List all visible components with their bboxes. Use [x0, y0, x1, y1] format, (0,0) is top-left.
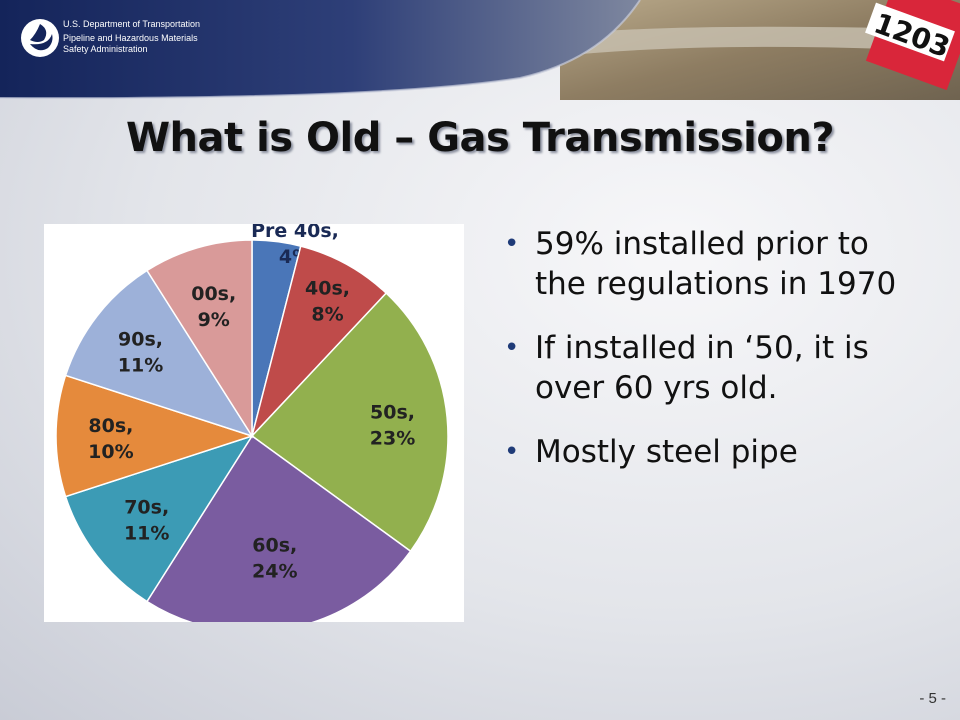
bullet-text: If installed in ‘50, it is over 60 yrs o… — [535, 330, 869, 406]
dot-logo — [21, 19, 59, 57]
pie-label-category: 60s, — [252, 534, 297, 556]
pie-slice-70s — [64, 434, 254, 603]
pie-label-category: 50s, — [370, 402, 415, 424]
agency-name: U.S. Department of Transportation Pipeli… — [63, 17, 200, 56]
agency-line-1: U.S. Department of Transportation — [63, 19, 201, 29]
pie-slice-40s — [251, 245, 388, 437]
pie-label-value: 11% — [118, 355, 163, 377]
bullet-text: 59% installed prior to the regulations i… — [535, 226, 897, 302]
pie-label-value: 24% — [252, 560, 297, 582]
hazmat-placard-icon: 1203 — [865, 0, 960, 91]
bullet-text: Mostly steel pipe — [535, 434, 798, 470]
pie-label-value: 11% — [124, 523, 169, 545]
pipe-image — [560, 26, 960, 56]
pie-label-value: 23% — [370, 428, 415, 450]
bullet-item: • Mostly steel pipe — [502, 432, 922, 472]
pie-label-category: 00s, — [191, 283, 236, 305]
pie-label-category: 40s, — [305, 278, 350, 300]
pie-label-category: 80s, — [88, 415, 133, 437]
pie-slice-90s — [64, 269, 254, 438]
pie-label-category: 70s, — [124, 497, 169, 519]
bullet-dot-icon: • — [504, 437, 520, 467]
bullet-item: • If installed in ‘50, it is over 60 yrs … — [502, 328, 922, 408]
pie-label-category: Pre 40s, — [251, 224, 339, 242]
pie-label-category: 90s, — [118, 329, 163, 351]
pie-chart: Pre 40s,4%40s,8%50s,23%60s,24%70s,11%80s… — [55, 220, 449, 633]
pie-slice-50s — [250, 292, 449, 553]
header-band: 1203 — [0, 0, 960, 100]
pie-chart-panel: Pre 40s, 4% 40s, 8% 50s, 23% 60s, 24% 70s, 11% 80s… — [44, 220, 464, 633]
bullet-dot-icon: • — [504, 229, 520, 259]
slide-title: What is Old – Gas Transmission? — [125, 115, 835, 161]
pie-slice-80s — [55, 374, 255, 498]
pie-label-value: 8% — [311, 304, 343, 326]
pie-slice-00s — [145, 239, 253, 439]
page-number: - 5 - — [919, 690, 946, 707]
bullet-item: • 59% installed prior to the regulations … — [502, 224, 922, 304]
bullet-dot-icon: • — [504, 333, 520, 363]
agency-line-2: Pipeline and Hazardous Materials — [63, 33, 198, 43]
header-navy-swoosh — [0, 0, 640, 99]
pie-label-value: 9% — [198, 309, 230, 331]
agency-line-3: Safety Administration — [63, 44, 148, 54]
bullet-list: • 59% installed prior to the regulations … — [502, 224, 922, 496]
pie-label-value: 10% — [88, 441, 133, 463]
